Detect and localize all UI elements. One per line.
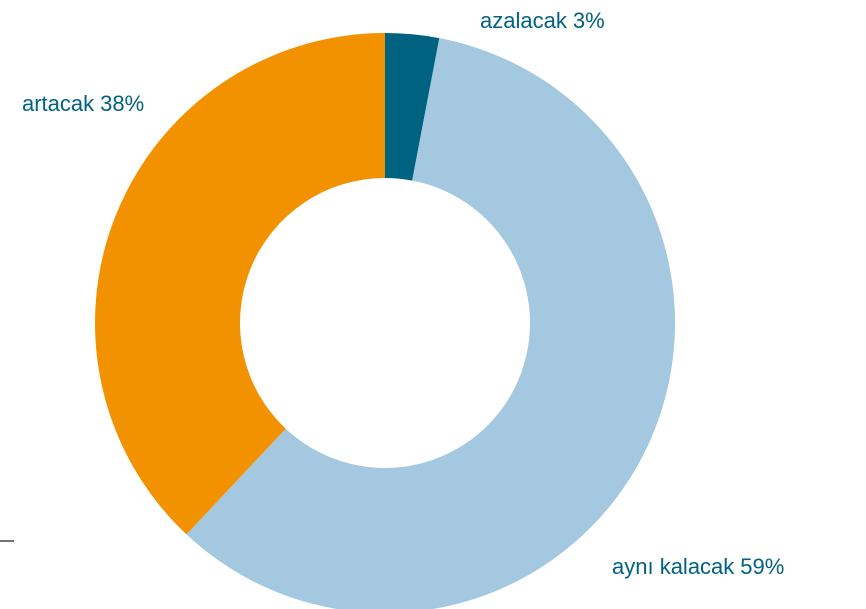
slice-value-label: 38% bbox=[100, 91, 144, 116]
slice-label: artacak 38% bbox=[22, 91, 144, 116]
slice-category: aynı kalacak bbox=[612, 554, 735, 579]
slice-category: azalacak bbox=[480, 8, 568, 33]
slice-value-label: 3% bbox=[573, 8, 605, 33]
donut-slice bbox=[95, 33, 385, 535]
slice-label: aynı kalacak 59% bbox=[612, 554, 784, 579]
donut-slice bbox=[186, 38, 675, 609]
slice-label: azalacak 3% bbox=[480, 8, 605, 33]
slice-value-label: 59% bbox=[740, 554, 784, 579]
slice-category: artacak bbox=[22, 91, 95, 116]
donut-slice bbox=[385, 33, 440, 181]
